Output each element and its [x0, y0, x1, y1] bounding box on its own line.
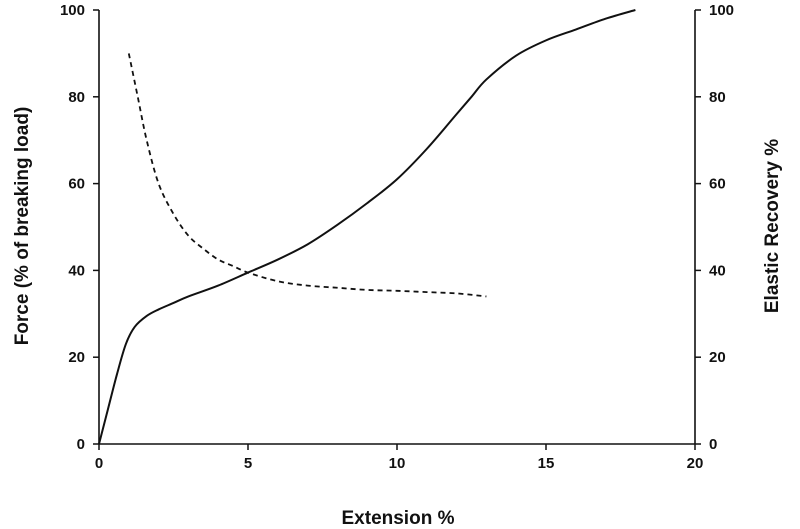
force-line: [98, 9, 636, 445]
axes: [98, 10, 696, 445]
right-y-tick-label: 60: [709, 176, 726, 193]
x-tick-label: 20: [687, 455, 704, 472]
x-tick-label: 15: [538, 455, 555, 472]
x-tick-label: 5: [244, 455, 252, 472]
left-y-tick-label: 40: [68, 262, 85, 279]
left-y-axis-title: Force (% of breaking load): [12, 107, 33, 346]
left-y-tick-label: 60: [68, 176, 85, 193]
x-tick-label: 0: [95, 455, 103, 472]
right-y-tick-label: 40: [709, 262, 726, 279]
right-y-tick-label: 20: [709, 349, 726, 366]
right-y-tick-label: 100: [709, 2, 734, 19]
elastic-recovery-line: [127, 53, 487, 298]
left-y-tick-label: 20: [68, 349, 85, 366]
left-y-tick-label: 100: [60, 2, 85, 19]
x-tick-label: 10: [389, 455, 406, 472]
left-y-tick-label: 0: [77, 436, 85, 453]
right-y-axis-title: Elastic Recovery %: [762, 139, 783, 313]
ticks: 0 5 10 15 20 0 20 40 60 80 100 0 20 40 60 80 100: [60, 2, 734, 472]
right-y-tick-label: 0: [709, 436, 717, 453]
series-layer: [98, 9, 636, 445]
x-axis-title: Extension %: [342, 508, 455, 529]
left-y-tick-label: 80: [68, 89, 85, 106]
right-y-tick-label: 80: [709, 89, 726, 106]
